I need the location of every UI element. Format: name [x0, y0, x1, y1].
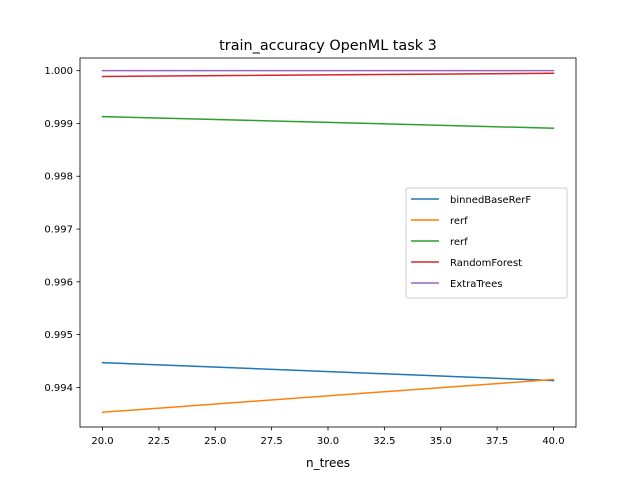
- y-axis: 0.994 0.995 0.996 0.997 0.998 0.999 1.000: [44, 66, 80, 394]
- legend-label: RandomForest: [450, 258, 522, 269]
- x-tick-label: 20.0: [91, 436, 113, 447]
- chart-title: train_accuracy OpenML task 3: [219, 38, 437, 54]
- plot-area: [101, 69, 555, 414]
- x-axis: 20.0 22.5 25.0 27.5 30.0 32.5 35.0 37.5 40.0: [91, 427, 565, 447]
- x-tick-label: 35.0: [430, 436, 452, 447]
- legend-box: [405, 187, 568, 299]
- y-tick-label: 0.995: [44, 330, 73, 341]
- y-tick-label: 0.997: [44, 225, 73, 236]
- x-tick-label: 22.5: [148, 436, 170, 447]
- y-tick-label: 0.998: [44, 172, 73, 183]
- y-tick-label: 1.000: [44, 66, 73, 77]
- series-line-2: [101, 378, 555, 414]
- legend-label: binnedBaseRerF: [450, 195, 531, 206]
- legend-label: ExtraTrees: [450, 279, 502, 290]
- x-tick-label: 25.0: [204, 436, 226, 447]
- series-line-1: [101, 361, 555, 382]
- legend: binnedBaseRerF rerf rerf RandomForest ExtraT…: [405, 187, 568, 299]
- legend-label: rerf: [450, 237, 468, 248]
- series-line-3: [101, 115, 555, 129]
- legend-label: rerf: [450, 216, 468, 227]
- x-tick-label: 27.5: [261, 436, 283, 447]
- x-tick-label: 30.0: [317, 436, 339, 447]
- y-tick-label: 0.996: [44, 277, 73, 288]
- y-tick-label: 0.994: [44, 383, 73, 394]
- x-tick-label: 32.5: [373, 436, 395, 447]
- y-tick-label: 0.999: [44, 119, 73, 130]
- series-line-4: [101, 72, 555, 78]
- x-tick-label: 37.5: [486, 436, 508, 447]
- x-axis-label: n_trees: [306, 456, 350, 470]
- x-tick-label: 40.0: [542, 436, 564, 447]
